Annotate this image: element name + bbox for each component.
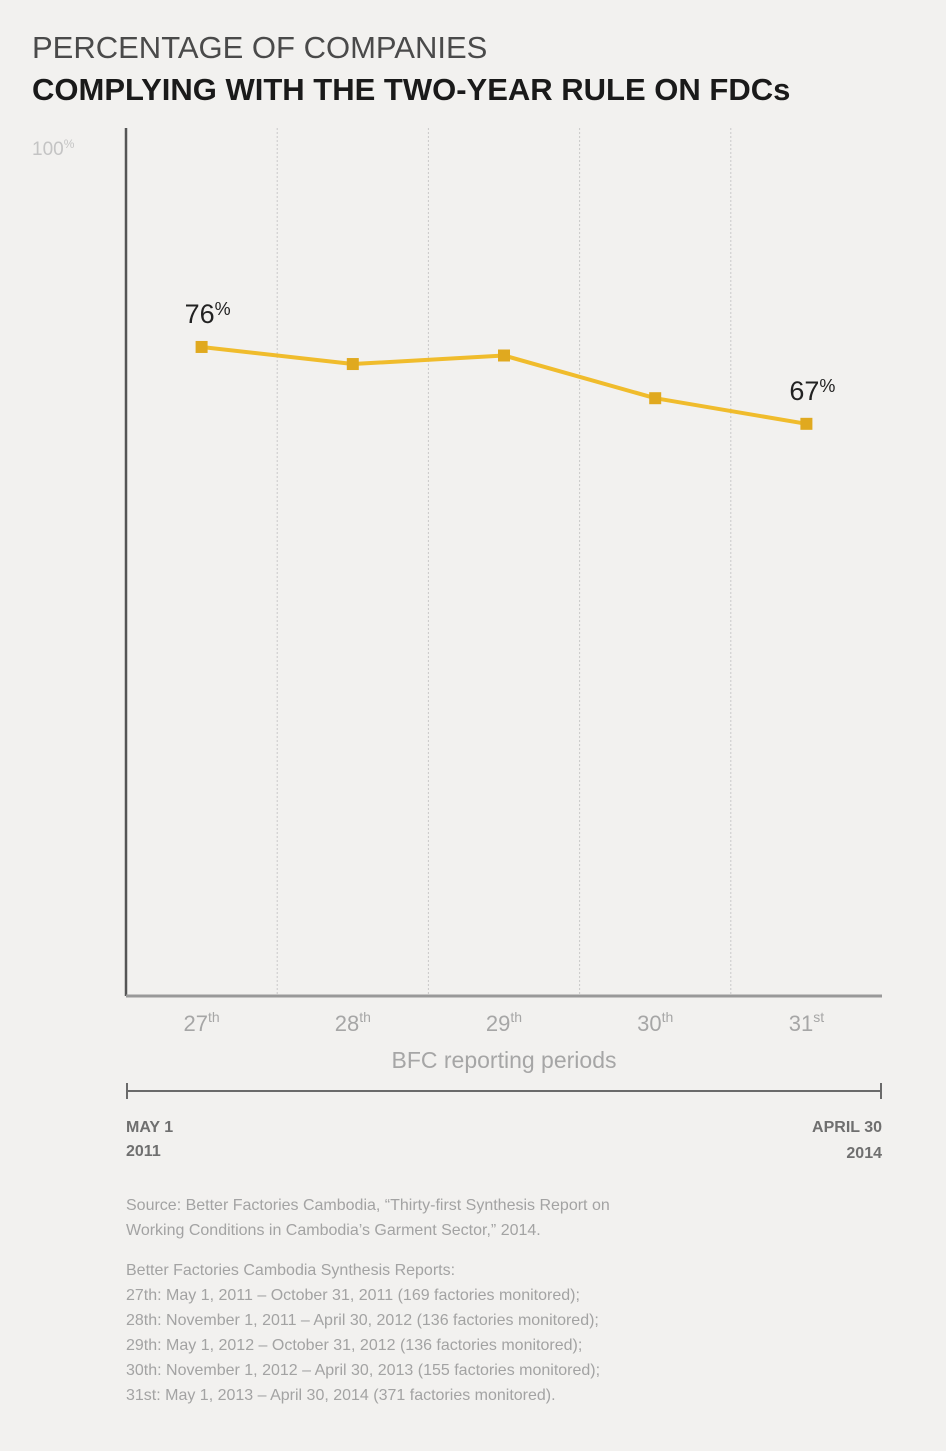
chart-title-line-2: COMPLYING WITH THE TWO-YEAR RULE ON FDCs [32, 72, 791, 107]
timeline-end-label: APRIL 30 2014 [812, 1116, 882, 1166]
report-item-28: 28th: November 1, 2011 – April 30, 2012 … [126, 1312, 599, 1329]
reports-list: Better Factories Cambodia Synthesis Repo… [126, 1258, 826, 1408]
report-item-27: 27th: May 1, 2011 – October 31, 2011 (16… [126, 1287, 580, 1304]
x-tick-30th: 30th [637, 1009, 673, 1036]
x-tick-31st: 31st [789, 1009, 824, 1036]
reports-heading: Better Factories Cambodia Synthesis Repo… [126, 1262, 456, 1279]
y-max-label: 100% [32, 137, 75, 160]
data-point-31st [800, 417, 813, 430]
timeline-start-label: MAY 1 2011 [126, 1116, 173, 1164]
report-item-29: 29th: May 1, 2012 – October 31, 2012 (13… [126, 1337, 583, 1354]
data-point-27th [195, 340, 208, 353]
data-labels: 76% 67% [185, 299, 836, 406]
source-note: Source: Better Factories Cambodia, “Thir… [126, 1193, 826, 1243]
series-compliance [195, 340, 813, 430]
line-chart: 100% 27th 28th 29th 30th 31st 76% 67% BFC rep… [32, 128, 882, 1099]
report-item-30: 30th: November 1, 2012 – April 30, 2013 … [126, 1362, 601, 1379]
timeline-start-line-2: 2011 [126, 1143, 161, 1160]
timeline-start-line-1: MAY 1 [126, 1119, 174, 1136]
x-axis-title: BFC reporting periods [392, 1047, 617, 1073]
data-point-28th [346, 358, 359, 371]
data-point-30th [649, 392, 662, 405]
source-line-2: Working Conditions in Cambodia’s Garment… [126, 1222, 541, 1239]
chart-title-line-1: PERCENTAGE OF COMPANIES [32, 30, 488, 65]
x-tick-27th: 27th [184, 1009, 220, 1036]
x-tick-29th: 29th [486, 1009, 522, 1036]
timeline-end-line-2: 2014 [846, 1145, 882, 1162]
source-line-1: Source: Better Factories Cambodia, “Thir… [126, 1197, 610, 1214]
grid-lines [276, 128, 732, 996]
data-point-29th [498, 349, 510, 362]
x-tick-labels: 27th 28th 29th 30th 31st [184, 1009, 825, 1036]
timeline-end-line-1: APRIL 30 [812, 1119, 882, 1136]
report-item-31: 31st: May 1, 2013 – April 30, 2014 (371 … [126, 1387, 556, 1404]
data-label-27th: 76% [185, 299, 231, 329]
x-tick-28th: 28th [335, 1009, 371, 1036]
data-label-31st: 67% [789, 376, 835, 406]
